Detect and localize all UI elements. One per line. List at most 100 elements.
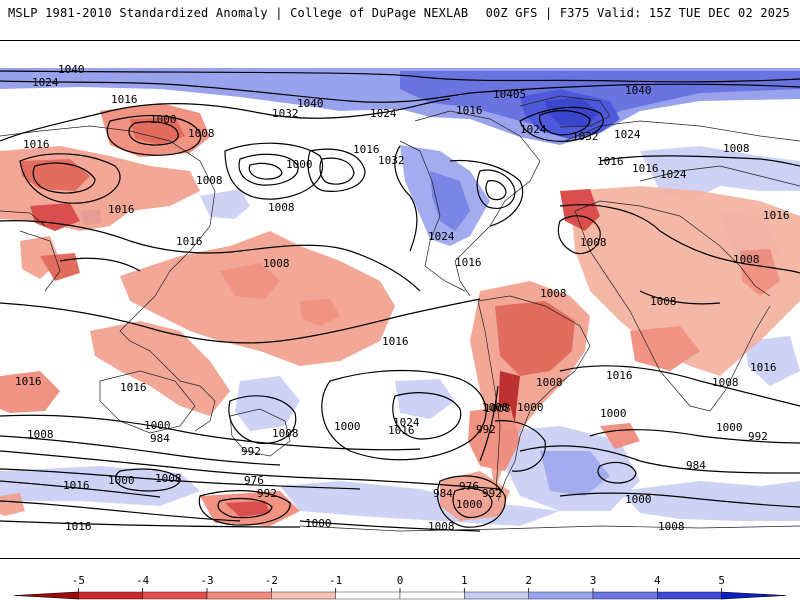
- isobar-label: 1024: [660, 168, 687, 181]
- colorbar-segment: [271, 591, 336, 600]
- colorbar-tick-label: -1: [329, 574, 342, 587]
- isobar-label: 992: [476, 423, 496, 436]
- isobar-label: 984: [433, 487, 453, 500]
- isobar-label: 1024: [370, 107, 397, 120]
- isobar-label: 1016: [597, 155, 624, 168]
- map-title: MSLP 1981-2010 Standardized Anomaly | Co…: [8, 6, 469, 20]
- isobar-label: 1024: [520, 123, 547, 136]
- isobar-label: 1016: [632, 162, 659, 175]
- isobar-label: 1032: [272, 107, 299, 120]
- isobar-label: 1016: [456, 104, 483, 117]
- isobar-label: 1000: [305, 517, 332, 530]
- coastlines: [0, 95, 800, 532]
- colorbar-tick-label: -5: [72, 574, 85, 587]
- isobar-label: 1016: [108, 203, 135, 216]
- isobar-label: 1032: [378, 154, 405, 167]
- isobar-label: 1016: [763, 209, 790, 222]
- isobar-label: 1008: [536, 376, 563, 389]
- isobar-label: 1008: [733, 253, 760, 266]
- colorbar-segment: [399, 591, 465, 600]
- isobar-label: 1016: [120, 381, 147, 394]
- isobar-label: 1008: [268, 201, 295, 214]
- negative-anomaly-shading: [0, 103, 800, 526]
- isobar-label: 1008: [712, 376, 739, 389]
- colorbar-tick-label: 1: [461, 574, 468, 587]
- colorbar-tick-label: -3: [200, 574, 213, 587]
- isobar-label: 1016: [388, 424, 415, 437]
- colorbar-tick-label: -2: [265, 574, 278, 587]
- isobar-label: 1016: [606, 369, 633, 382]
- isobar-label: 976: [244, 474, 264, 487]
- isobar-label: 1016: [455, 256, 482, 269]
- isobar-label: 1016: [63, 479, 90, 492]
- isobar-label: 1000: [625, 493, 652, 506]
- colorbar-legend: -5 -4 -3 -2 -1 0 1 2 3 4 5: [13, 574, 787, 600]
- colorbar-tick-label: 3: [590, 574, 597, 587]
- isobar-label: 1024: [393, 416, 420, 429]
- isobar-label: 1008: [188, 127, 215, 140]
- colorbar-tick-label: 2: [525, 574, 532, 587]
- colorbar-segments: [13, 591, 787, 600]
- isobar-label: 1008: [196, 174, 223, 187]
- colorbar-segment: [657, 591, 722, 600]
- isobar-label: 1008: [650, 295, 677, 308]
- isobar-label: 1008: [540, 287, 567, 300]
- isobar-label: 1008: [155, 472, 182, 485]
- isobar-label: 1008: [580, 236, 607, 249]
- isobar-label: 1024: [428, 230, 455, 243]
- isobar-label: 976: [459, 480, 479, 493]
- isobar-label: 1016: [353, 143, 380, 156]
- colorbar-segment: [206, 591, 272, 600]
- isobar-label: 992: [241, 445, 261, 458]
- isobar-label: 1016: [65, 520, 92, 533]
- isobar-label: 1040: [297, 97, 324, 110]
- isobar-label: 1008: [428, 520, 455, 533]
- isobar-label: 1016: [23, 138, 50, 151]
- colorbar-segment: [142, 591, 208, 600]
- colorbar-tick-label: -4: [136, 574, 150, 587]
- isobar-label: 1008: [484, 402, 511, 415]
- isobar-label: 1040: [625, 84, 652, 97]
- colorbar-tick-label: 4: [654, 574, 661, 587]
- isobar-label: 1000: [716, 421, 743, 434]
- isobar-label: 984: [150, 432, 170, 445]
- colorbar-segment: [592, 591, 658, 600]
- valid-time-label: 00Z GFS | F375 Valid: 15Z TUE DEC 02 202…: [485, 6, 790, 20]
- colorbar-tick-label: 0: [397, 574, 404, 587]
- colorbar-segment: [335, 591, 401, 600]
- map-panel: 1040 1024 1016 1000 1008 1016 1040 1032 …: [0, 40, 800, 559]
- isobar-label: 1000: [150, 113, 177, 126]
- colorbar-segment: [464, 591, 529, 600]
- isobar-label: 1000: [144, 419, 171, 432]
- isobar-label: 1000: [286, 158, 313, 171]
- isobar-label: 1024: [32, 76, 59, 89]
- isobar-label: 1008: [263, 257, 290, 270]
- isobar-label: 1008: [272, 427, 299, 440]
- isobar-label: 1008: [723, 142, 750, 155]
- colorbar-segment: [528, 591, 594, 600]
- colorbar-ticks: -5 -4 -3 -2 -1 0 1 2 3 4 5: [72, 574, 725, 592]
- isobar-label: 1008: [658, 520, 685, 533]
- isobar-contours: [0, 70, 800, 532]
- colorbar-max-arrow: [721, 591, 787, 600]
- isobar-label: 984: [686, 459, 706, 472]
- isobar-label: 1016: [750, 361, 777, 374]
- isobar-label: 1040: [58, 63, 85, 76]
- isobar-label: 1008: [482, 401, 509, 414]
- isobar-label: 1016: [111, 93, 138, 106]
- isobar-label: 992: [748, 430, 768, 443]
- isobar-label: 1024: [614, 128, 641, 141]
- isobar-label: 10405: [493, 88, 526, 101]
- isobar-label: 1016: [176, 235, 203, 248]
- isobar-label: 992: [257, 487, 277, 500]
- isobar-label: 1008: [27, 428, 54, 441]
- isobar-labels: 1040 1024 1016 1000 1008 1016 1040 1032 …: [15, 63, 790, 533]
- colorbar-tick-label: 5: [718, 574, 725, 587]
- isobar-label: 1000: [456, 498, 483, 511]
- isobar-label: 992: [482, 487, 502, 500]
- isobar-label: 1000: [334, 420, 361, 433]
- colorbar-min-arrow: [13, 591, 79, 600]
- isobar-label: 1000: [600, 407, 627, 420]
- isobar-label: 1000: [108, 474, 135, 487]
- isobar-label: 1000: [517, 401, 544, 414]
